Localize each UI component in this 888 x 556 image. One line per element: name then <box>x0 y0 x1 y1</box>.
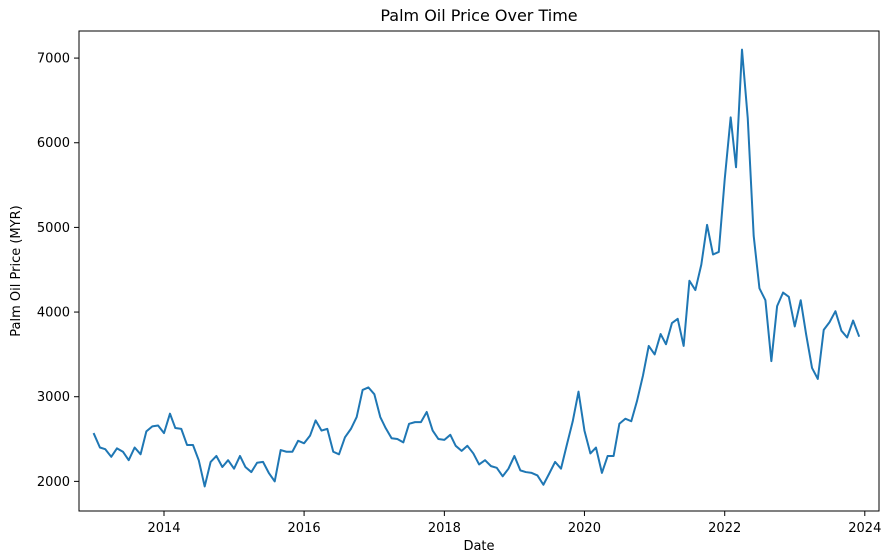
x-tick-label: 2018 <box>428 521 461 536</box>
x-tick-label: 2020 <box>568 521 601 536</box>
y-tick-label: 6000 <box>37 136 70 151</box>
x-tick-label: 2014 <box>147 521 180 536</box>
y-tick-label: 5000 <box>37 221 70 236</box>
x-tick-label: 2022 <box>708 521 741 536</box>
x-axis: 2014 2016 2018 2020 2022 2024 <box>147 511 881 536</box>
y-tick-label: 4000 <box>37 306 70 321</box>
y-axis: 2000 3000 4000 5000 6000 7000 <box>37 52 79 490</box>
chart-title: Palm Oil Price Over Time <box>380 6 577 25</box>
y-tick-label: 2000 <box>37 475 70 490</box>
price-series-line <box>92 48 861 488</box>
x-tick-label: 2024 <box>848 521 881 536</box>
y-axis-label: Palm Oil Price (MYR) <box>9 205 24 336</box>
x-axis-label: Date <box>463 539 494 554</box>
x-tick-label: 2016 <box>288 521 321 536</box>
y-tick-label: 7000 <box>37 52 70 67</box>
plot-frame <box>78 30 880 512</box>
y-tick-label: 3000 <box>37 390 70 405</box>
series-layer <box>92 48 861 488</box>
